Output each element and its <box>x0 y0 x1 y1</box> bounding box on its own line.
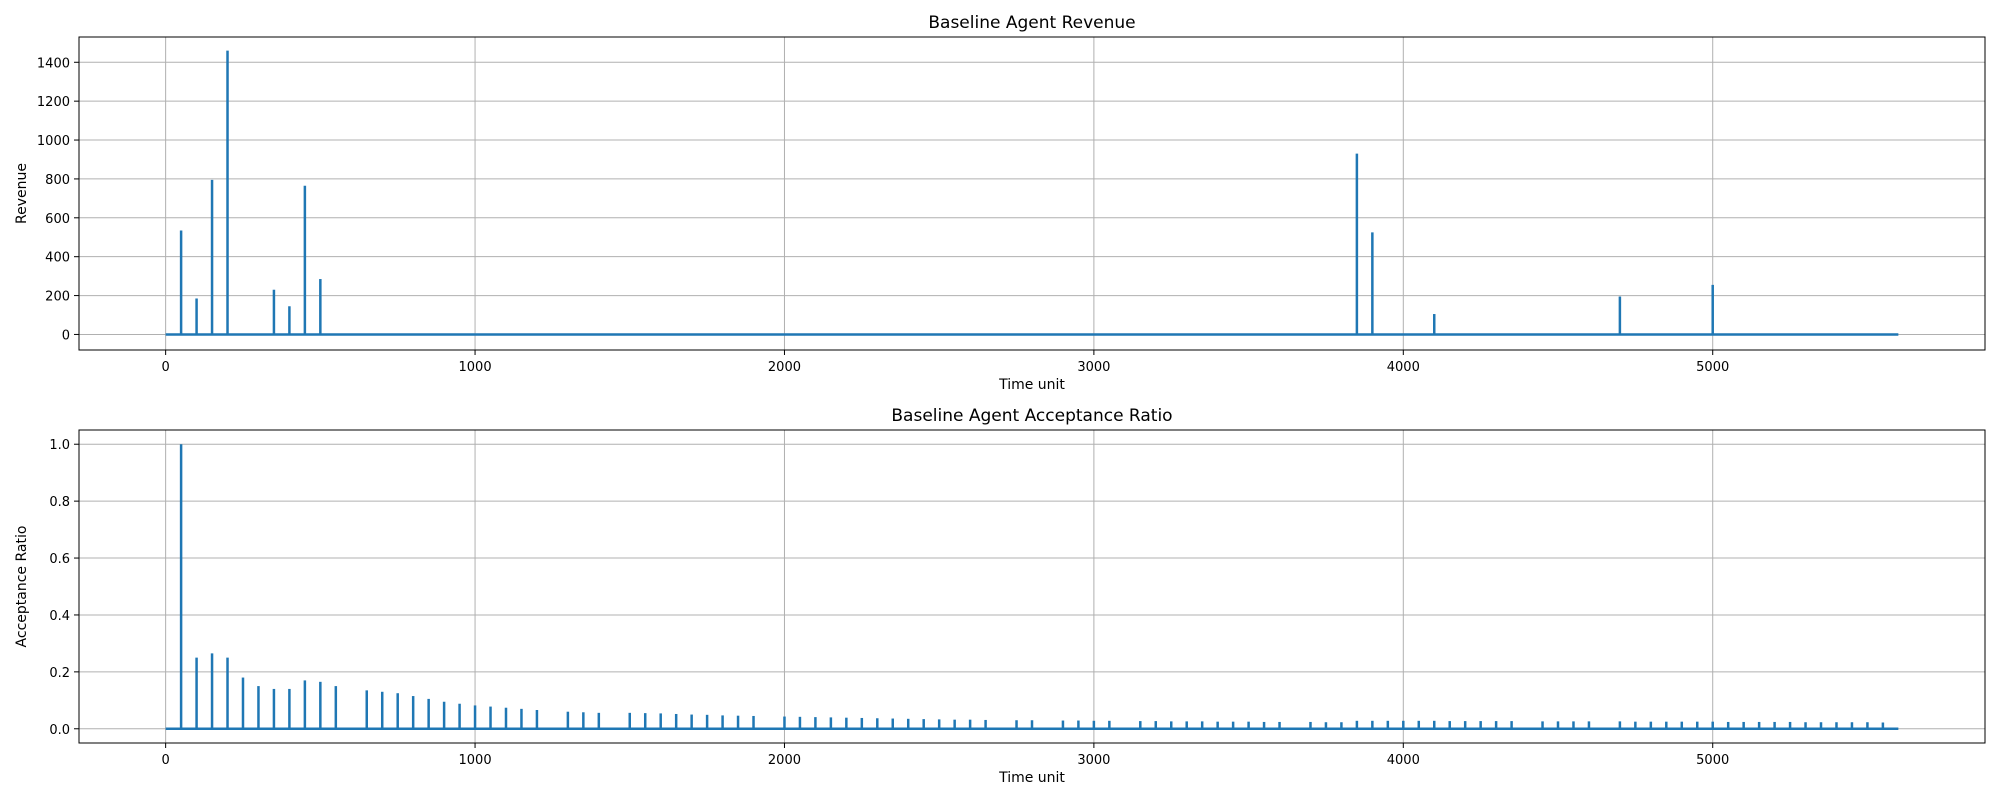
x-tick-label: 5000 <box>1696 753 1729 768</box>
x-tick-label: 4000 <box>1387 753 1420 768</box>
y-tick-label: 0.0 <box>49 723 70 738</box>
y-tick-label: 0.2 <box>49 666 70 681</box>
y-tick-label: 600 <box>45 212 70 227</box>
acceptance-chart-title: Baseline Agent Acceptance Ratio <box>891 406 1172 426</box>
y-tick-label: 0.4 <box>49 609 70 624</box>
x-tick-label: 2000 <box>768 360 801 375</box>
y-tick-label: 0.8 <box>49 495 70 510</box>
x-tick-label: 0 <box>161 360 169 375</box>
x-tick-label: 3000 <box>1077 360 1110 375</box>
y-tick-label: 400 <box>45 251 70 266</box>
revenue-chart-title: Baseline Agent Revenue <box>928 13 1135 33</box>
y-tick-label: 0 <box>62 328 70 343</box>
x-tick-label: 0 <box>161 753 169 768</box>
y-tick-label: 1000 <box>37 134 70 149</box>
x-tick-label: 3000 <box>1077 753 1110 768</box>
y-tick-label: 0.6 <box>49 552 70 567</box>
y-tick-label: 1400 <box>37 56 70 71</box>
x-tick-label: 1000 <box>459 753 492 768</box>
acceptance-ratio-chart: Time unit Acceptance Ratio 0 1000 2000 3000… <box>14 406 1986 786</box>
x-tick-label: 5000 <box>1696 360 1729 375</box>
plot-frame <box>78 429 1986 744</box>
revenue-y-axis-label: Revenue <box>14 163 30 224</box>
y-tick-label: 1.0 <box>49 438 70 453</box>
y-tick-label: 1200 <box>37 95 70 110</box>
x-tick-label: 1000 <box>459 360 492 375</box>
y-tick-label: 200 <box>45 290 70 305</box>
y-tick-label: 800 <box>45 173 70 188</box>
acceptance-y-axis-label: Acceptance Ratio <box>14 526 30 648</box>
x-tick-label: 4000 <box>1387 360 1420 375</box>
acceptance-x-axis-label: Time unit <box>998 770 1065 786</box>
plot-frame <box>78 36 1986 351</box>
revenue-x-axis-label: Time unit <box>998 377 1065 393</box>
x-tick-label: 2000 <box>768 753 801 768</box>
revenue-chart: Time unit Revenue 0 1000 2000 3000 4000 5000 0… <box>14 13 1986 393</box>
